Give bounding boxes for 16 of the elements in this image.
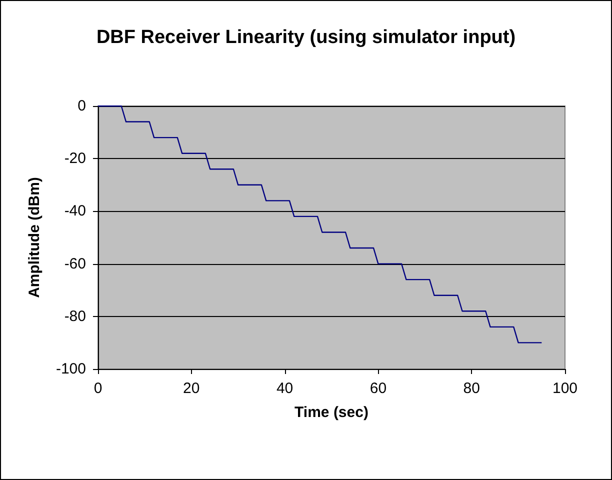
x-tick-label: 60 <box>370 380 387 397</box>
y-tick-label: -80 <box>64 308 86 325</box>
x-tick-label: 0 <box>94 380 102 397</box>
y-tick-label: -100 <box>56 360 86 378</box>
y-tick-label: -20 <box>64 150 86 168</box>
y-axis-title: Amplitude (dBm) <box>26 177 43 298</box>
x-tick-label: 80 <box>463 380 480 397</box>
y-tick-label: 0 <box>78 98 86 114</box>
y-tick-label: -60 <box>64 255 86 272</box>
y-tick-label: -40 <box>64 202 86 220</box>
x-axis-title: Time (sec) <box>294 404 368 421</box>
x-tick-label: 40 <box>276 380 294 397</box>
line-series <box>97 105 542 344</box>
x-tick-label: 100 <box>552 380 578 397</box>
chart-title: DBF Receiver Linearity (using simulator input) <box>96 27 516 48</box>
x-tick-label: 20 <box>183 380 200 397</box>
